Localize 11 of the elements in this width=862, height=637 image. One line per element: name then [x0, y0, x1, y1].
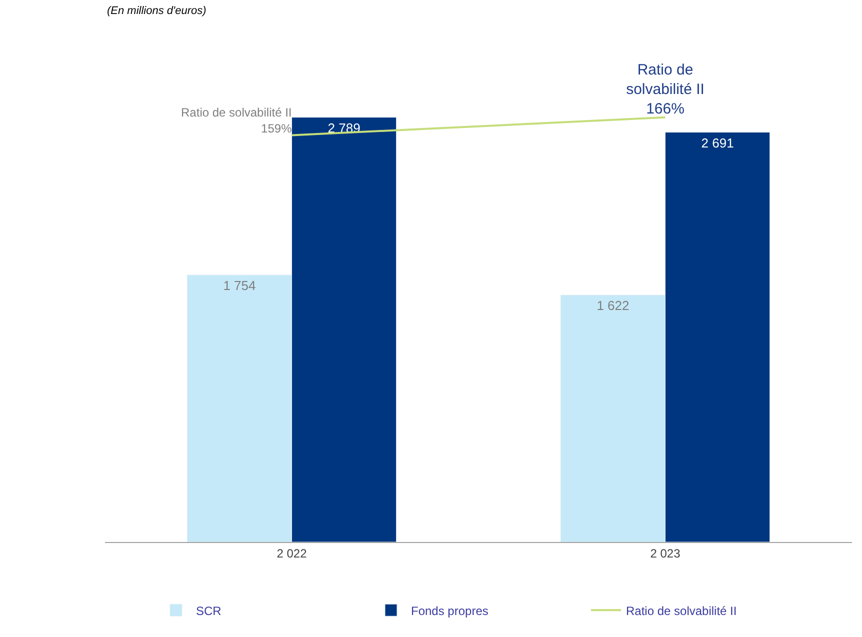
x-tick-label: 2 023: [650, 546, 681, 560]
text: (En millions d'euros): [107, 5, 207, 17]
data-label: Ratio de solvabilité II 159%: [181, 106, 292, 136]
legend-label: SCR: [196, 604, 222, 618]
legend-label: Fonds propres: [411, 604, 488, 618]
legend-label: Ratio de solvabilité II: [626, 604, 737, 618]
data-label: 2 691: [701, 135, 734, 150]
data-label: 1 622: [596, 298, 630, 314]
x-tick-label: 2 022: [276, 546, 308, 560]
data-label: 1 754: [223, 278, 256, 293]
data-label: Ratio de solvabilité II 166%: [626, 62, 704, 118]
